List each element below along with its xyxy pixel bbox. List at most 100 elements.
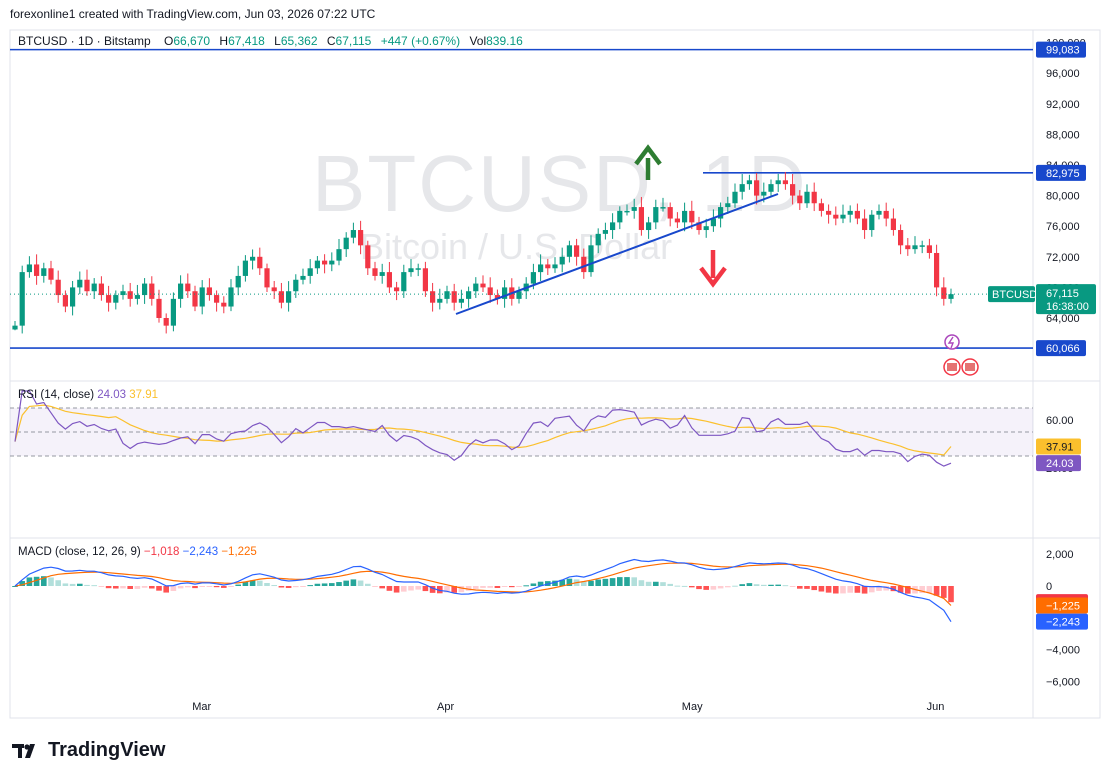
macd-histogram-bar [638,580,645,586]
candle-body [725,203,731,208]
candle-body [466,291,472,299]
level-price-tag [1036,164,1086,181]
macd-histogram-bar [177,586,184,589]
candle-body [487,287,493,296]
symbol-line[interactable]: BTCUSD · 1D · Bitstamp [18,34,151,48]
macd-histogram-bar [789,586,796,587]
macd-histogram-bar [19,581,25,586]
candle-body [178,283,184,299]
macd-histogram-bar [98,586,105,587]
candle-body [948,294,954,299]
candle-body [718,207,724,219]
candle-body [26,264,32,273]
rsi-line [14,390,952,467]
candle-body [566,245,572,257]
rsi-legend[interactable]: RSI (14, close) 24.03 37.91 [18,389,158,401]
candle-body [905,245,911,250]
candle-body [638,207,644,231]
candle-body [358,230,364,246]
symbol-header[interactable]: BTCUSD · 1D · Bitstamp O66,670 H67,418 L… [18,34,529,48]
macd-histogram-bar [393,586,400,593]
candle-body [710,218,716,227]
candle-body [70,287,76,307]
candle-body [926,245,932,253]
candle-body [91,283,97,292]
candle-body [422,268,428,292]
candle-body [502,287,508,299]
macd-histogram-bar [192,586,198,589]
macd-histogram-bar [271,585,277,587]
time-axis-label: Jun [927,701,945,713]
level-price-label: 99,083 [1046,45,1080,57]
ohlc-low: 65,362 [280,34,318,48]
macd-histogram-bar [415,586,421,590]
macd-histogram-bar [854,586,861,593]
candle-body [480,283,486,288]
candle-body [293,279,299,292]
chart-frame [9,29,1101,719]
candle-body [77,279,83,288]
price-tick-label: 96,000 [1046,68,1080,80]
macd-histogram-bar [739,584,745,586]
candle-body [379,272,385,276]
level-price-tag [1036,340,1086,357]
candle-body [343,237,349,250]
macd-histogram-bar [278,586,285,588]
rsi-value-tag-label: 24.03 [1046,458,1074,470]
candle-body [437,298,443,303]
price-tick-label: 92,000 [1046,99,1080,111]
macd-histogram-bar [69,583,76,586]
candle-body [322,260,328,265]
macd-histogram-bar [725,586,731,588]
macd-histogram-bar [26,577,33,586]
macd-signal-value: −1,225 [221,546,257,558]
tradingview-logo[interactable]: TradingView [12,739,165,762]
candle-body [610,222,616,231]
macd-histogram-bar [141,586,148,588]
macd-histogram-bar [530,583,537,586]
ohlc-close-key: C [326,34,336,48]
macd-histogram-bar [761,584,767,586]
macd-histogram-bar [617,577,623,586]
macd-histogram-bar [84,584,90,586]
macd-histogram-bar [228,586,234,587]
candle-body [768,184,774,192]
macd-histogram-bar [41,576,47,586]
macd-histogram-bar [127,586,133,589]
macd-histogram-bar [293,586,299,588]
candle-body [739,184,745,192]
macd-histogram-bar [746,583,753,586]
candle-body [214,295,220,303]
rsi-ma-tag-label: 37.91 [1046,442,1074,454]
candle-body [869,214,875,231]
macd-histogram-bar [429,586,436,593]
candle-body [365,245,371,269]
macd-histogram-bar [833,586,839,594]
candle-body [646,222,652,231]
candle-body [221,302,227,307]
macd-legend[interactable]: MACD (close, 12, 26, 9) −1,018 −2,243 −1… [18,546,257,558]
candle-body [62,295,68,307]
candle-body [682,210,688,223]
candle-body [41,268,47,276]
macd-histogram-bar [465,586,472,591]
macd-histogram-bar [660,582,666,586]
macd-histogram-bar [653,581,659,586]
macd-histogram-bar [825,586,832,593]
watermark-title: BTCUSD, 1D [312,139,808,228]
candle-body [746,180,752,185]
candle-body [804,191,810,204]
ohlc-close: 67,115 [335,34,372,48]
candle-body [545,264,551,269]
time-axis-label: Mar [192,701,211,713]
macd-histogram-bar [206,586,213,587]
macd-value-tag [1036,613,1088,630]
macd-histogram-bar [113,586,119,589]
countdown-label: 16:38:00 [1046,301,1089,313]
macd-histogram-bar [624,577,630,586]
rsi-ma-tag [1036,438,1081,455]
macd-histogram-bar [77,583,83,586]
tradingview-brand: TradingView [48,739,166,761]
macd-histogram-bar [314,583,321,586]
